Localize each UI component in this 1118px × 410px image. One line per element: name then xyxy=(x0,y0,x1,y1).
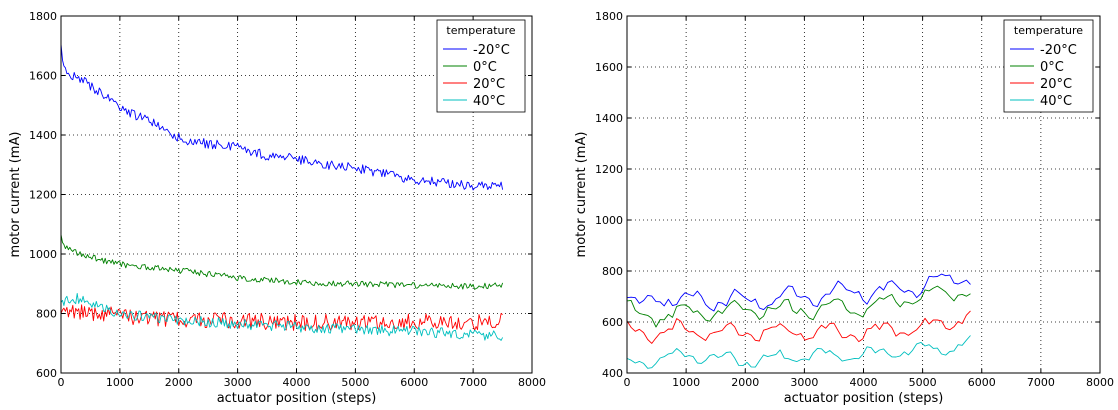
x-tick-label: 2000 xyxy=(165,376,193,389)
series-line-2 xyxy=(626,310,971,344)
legend-label: 40°C xyxy=(1040,94,1072,109)
y-axis-label: motor current (mA) xyxy=(8,132,23,258)
x-tick-label: 8000 xyxy=(518,376,546,389)
x-tick-label: 7000 xyxy=(1027,376,1055,389)
series-line-0 xyxy=(626,273,971,312)
legend-label: -20°C xyxy=(473,43,510,58)
legend-title: temperature xyxy=(1014,24,1083,37)
series-lines xyxy=(60,43,504,341)
y-tick-label: 800 xyxy=(602,265,623,278)
y-tick-label: 1800 xyxy=(595,10,623,23)
left-plot: 0 1000 2000 3000 4000 5000 6000 7000 8000 600 800 1… xyxy=(8,10,546,406)
series-line-3 xyxy=(626,335,971,369)
x-tick-label: 3000 xyxy=(790,376,818,389)
y-tick-label: 1800 xyxy=(29,10,57,23)
legend: temperature -20°C 0°C 20°C 40°C xyxy=(436,19,526,113)
y-tick-label: 800 xyxy=(36,308,57,321)
series-line-1 xyxy=(60,234,504,290)
x-tick-label: 0 xyxy=(58,376,65,389)
ticks: 0 1000 2000 3000 4000 5000 6000 7000 8000 400 600 8… xyxy=(595,10,1114,389)
x-tick-label: 6000 xyxy=(968,376,996,389)
y-tick-label: 1000 xyxy=(29,248,57,261)
series-line-3 xyxy=(60,293,504,341)
y-tick-label: 600 xyxy=(602,316,623,329)
x-axis-label: actuator position (steps) xyxy=(217,391,377,406)
y-tick-label: 1600 xyxy=(29,70,57,83)
y-tick-label: 1000 xyxy=(595,214,623,227)
y-tick-label: 1200 xyxy=(595,163,623,176)
x-tick-label: 5000 xyxy=(341,376,369,389)
x-tick-label: 0 xyxy=(624,376,631,389)
x-tick-label: 4000 xyxy=(850,376,878,389)
y-axis-label: motor current (mA) xyxy=(574,132,589,258)
legend: temperature -20°C 0°C 20°C 40°C xyxy=(1003,19,1094,113)
y-tick-label: 1400 xyxy=(595,112,623,125)
legend-label: 0°C xyxy=(473,60,497,75)
series-line-1 xyxy=(626,285,971,328)
x-tick-label: 7000 xyxy=(459,376,487,389)
ticks: 0 1000 2000 3000 4000 5000 6000 7000 8000 600 800 1… xyxy=(29,10,546,389)
x-tick-label: 4000 xyxy=(283,376,311,389)
y-tick-label: 400 xyxy=(602,367,623,380)
legend-label: 0°C xyxy=(1040,60,1064,75)
y-tick-label: 1600 xyxy=(595,61,623,74)
legend-label: 20°C xyxy=(473,77,505,92)
y-tick-label: 1200 xyxy=(29,189,57,202)
legend-title: temperature xyxy=(446,24,515,37)
x-tick-label: 1000 xyxy=(672,376,700,389)
x-tick-label: 1000 xyxy=(106,376,134,389)
x-tick-label: 6000 xyxy=(400,376,428,389)
series-lines xyxy=(626,273,971,369)
right-plot: 0 1000 2000 3000 4000 5000 6000 7000 8000 400 600 8… xyxy=(574,10,1114,406)
x-tick-label: 5000 xyxy=(909,376,937,389)
x-tick-label: 3000 xyxy=(224,376,252,389)
legend-label: 40°C xyxy=(473,94,505,109)
y-tick-label: 600 xyxy=(36,367,57,380)
x-axis-label: actuator position (steps) xyxy=(784,391,944,406)
x-tick-label: 2000 xyxy=(731,376,759,389)
gridlines xyxy=(627,16,1100,373)
legend-label: 20°C xyxy=(1040,77,1072,92)
series-line-0 xyxy=(60,43,504,191)
y-tick-label: 1400 xyxy=(29,129,57,142)
legend-label: -20°C xyxy=(1040,43,1077,58)
x-tick-label: 8000 xyxy=(1086,376,1114,389)
